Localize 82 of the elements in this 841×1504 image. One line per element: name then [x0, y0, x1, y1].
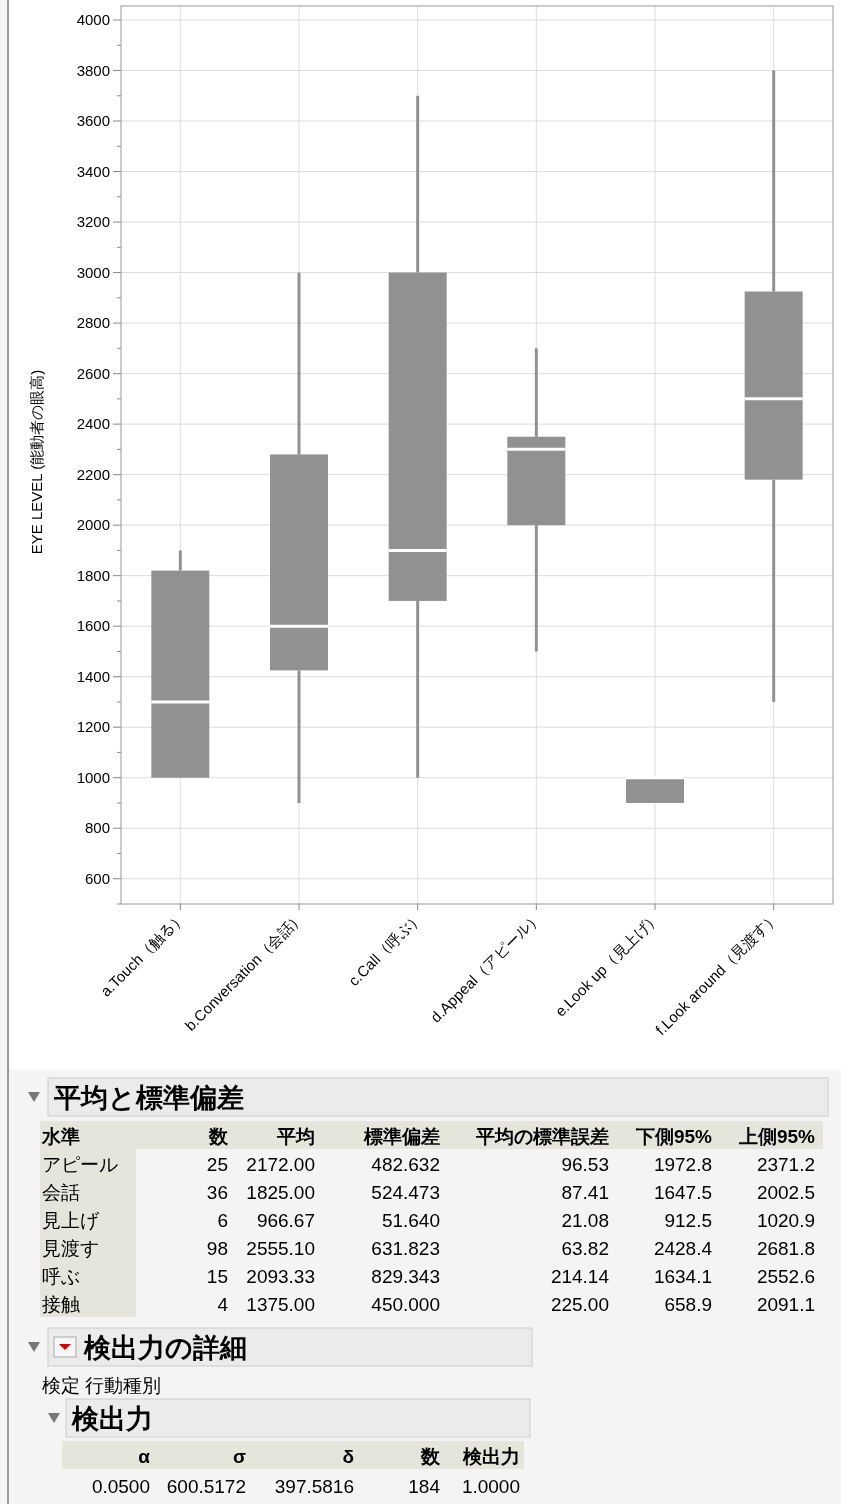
text: 検出力	[71, 1404, 153, 1434]
text: 98	[206, 1238, 228, 1259]
text: 6	[217, 1210, 228, 1231]
text: 1020.9	[756, 1210, 815, 1231]
text: 87.41	[561, 1182, 609, 1203]
text: 接触	[42, 1294, 80, 1315]
text: 検出力の詳細	[83, 1333, 247, 1363]
text: 184	[408, 1476, 441, 1497]
y-tick-label: 3200	[76, 213, 110, 231]
text: 1647.5	[653, 1182, 712, 1203]
y-tick-label: 2600	[76, 364, 110, 382]
text: 見上げ	[42, 1210, 100, 1231]
text: 平均と標準偏差	[53, 1083, 244, 1113]
y-tick-label: 2200	[76, 465, 110, 483]
text: 数	[208, 1126, 229, 1147]
text: 21.08	[561, 1210, 609, 1231]
text: 51.640	[381, 1210, 440, 1231]
text: 63.82	[561, 1238, 609, 1259]
text: σ	[233, 1446, 246, 1467]
text: 966.67	[256, 1210, 315, 1231]
text: 450.000	[371, 1294, 440, 1315]
text: 1825.00	[246, 1182, 315, 1203]
text: 1375.00	[246, 1294, 315, 1315]
y-tick-label: 1000	[76, 768, 110, 786]
y-tick-label: 1800	[76, 566, 110, 584]
y-tick-label: 4000	[76, 11, 110, 28]
text: 検定 行動種別	[42, 1375, 162, 1396]
text: 水準	[41, 1126, 80, 1147]
text: 2552.6	[756, 1266, 815, 1287]
text: 631.823	[371, 1238, 440, 1259]
y-tick-label: 1200	[76, 718, 110, 736]
text: 1634.1	[653, 1266, 712, 1287]
text: 2681.8	[756, 1238, 815, 1259]
text: 1972.8	[653, 1154, 712, 1175]
text: 数	[420, 1446, 441, 1467]
text: 225.00	[550, 1294, 609, 1315]
text: 下側95%	[634, 1126, 713, 1147]
text: 96.53	[561, 1154, 609, 1175]
text: 上側95%	[737, 1126, 816, 1147]
y-tick-label: 2800	[76, 314, 110, 332]
y-tick-label: 3800	[76, 61, 110, 79]
text: 25	[206, 1154, 228, 1175]
text: 214.14	[550, 1266, 610, 1287]
text: 標準偏差	[363, 1126, 440, 1147]
text: 397.5816	[274, 1476, 354, 1497]
text: 1.0000	[461, 1476, 520, 1497]
text: アピール	[42, 1154, 118, 1175]
y-tick-label: 2400	[76, 415, 110, 433]
text: 600.5172	[166, 1476, 246, 1497]
text: α	[138, 1446, 151, 1467]
text: 2091.1	[756, 1294, 815, 1315]
text: 658.9	[664, 1294, 712, 1315]
text: 0.0500	[91, 1476, 150, 1497]
text: 2093.33	[246, 1266, 315, 1287]
text: 2555.10	[246, 1238, 315, 1259]
y-tick-label: 3400	[76, 162, 110, 180]
text: 524.473	[371, 1182, 440, 1203]
y-tick-label: 3000	[76, 263, 110, 281]
text: 36	[206, 1182, 228, 1203]
y-tick-label: 1400	[76, 667, 110, 685]
text: 会話	[42, 1182, 80, 1203]
y-tick-label: 3600	[76, 112, 110, 130]
y-tick-label: 800	[84, 819, 110, 837]
text: δ	[342, 1446, 354, 1467]
text: 2172.00	[246, 1154, 315, 1175]
text: 呼ぶ	[42, 1266, 80, 1287]
y-tick-label: 2000	[76, 516, 110, 534]
text: 15	[206, 1266, 228, 1287]
text: 2428.4	[653, 1238, 713, 1259]
text: 2371.2	[756, 1154, 815, 1175]
text: 平均の標準誤差	[475, 1126, 609, 1147]
text: 2002.5	[756, 1182, 815, 1203]
text: 912.5	[664, 1210, 712, 1231]
y-tick-label: 600	[84, 869, 110, 887]
text: 829.343	[371, 1266, 440, 1287]
text: 4	[217, 1294, 229, 1315]
text: 検出力	[462, 1446, 520, 1467]
text: 482.632	[371, 1154, 440, 1175]
y-tick-label: 1600	[76, 617, 110, 635]
text: 平均	[276, 1126, 315, 1147]
text: 見渡す	[42, 1238, 99, 1259]
y-axis-title: EYE LEVEL (能動者の眼高)	[28, 369, 45, 555]
